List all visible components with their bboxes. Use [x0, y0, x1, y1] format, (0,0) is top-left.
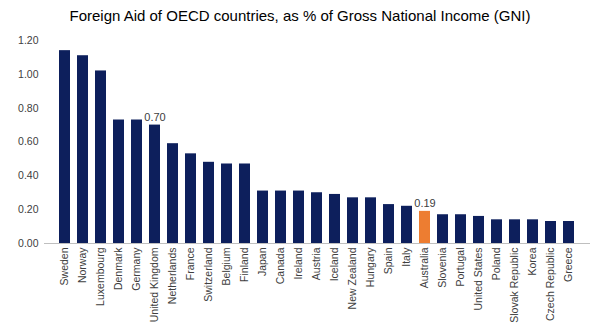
html-text:Foreign Aid of OECD countries,: Foreign Aid of OECD countries, as % of G…	[69, 7, 531, 24]
svg-text:Australia: Australia	[418, 247, 430, 288]
svg-text:Austria: Austria	[310, 247, 322, 280]
svg-text:Greece: Greece	[562, 247, 574, 282]
svg-text:0.60: 0.60	[18, 135, 39, 147]
svg-text:0.20: 0.20	[18, 203, 39, 215]
svg-text:Iceland: Iceland	[328, 247, 340, 281]
svg-text:Hungary: Hungary	[364, 247, 376, 287]
svg-text:Norway: Norway	[76, 247, 88, 283]
svg-text:1.00: 1.00	[18, 68, 39, 80]
svg-text:Luxembourg: Luxembourg	[94, 247, 106, 306]
svg-text:1.20: 1.20	[18, 34, 39, 46]
svg-text:New Zealand: New Zealand	[346, 247, 358, 309]
svg-text:Denmark: Denmark	[112, 247, 124, 290]
svg-text:Sweden: Sweden	[58, 247, 70, 285]
svg-text:Germany: Germany	[130, 247, 142, 291]
svg-text:Slovenia: Slovenia	[436, 247, 448, 287]
svg-text:0.80: 0.80	[18, 102, 39, 114]
svg-text:Finland: Finland	[238, 247, 250, 282]
svg-text:Switzerland: Switzerland	[202, 247, 214, 301]
svg-text:Japan: Japan	[256, 247, 268, 276]
svg-text:Poland: Poland	[490, 247, 502, 280]
svg-text:0.70: 0.70	[144, 111, 165, 123]
svg-text:Canada: Canada	[274, 247, 286, 284]
svg-text:Czech Republic: Czech Republic	[544, 248, 556, 322]
svg-text:Spain: Spain	[382, 247, 394, 274]
svg-text:0.00: 0.00	[18, 237, 39, 249]
svg-text:Belgium: Belgium	[220, 247, 232, 285]
svg-text:Portugal: Portugal	[454, 248, 466, 287]
svg-text:United States: United States	[472, 248, 484, 311]
svg-text:Korea: Korea	[526, 247, 538, 275]
svg-text:Italy: Italy	[400, 247, 412, 267]
svg-text:France: France	[184, 247, 196, 280]
svg-text:0.19: 0.19	[414, 197, 435, 209]
svg-text:0.40: 0.40	[18, 169, 39, 181]
svg-text:Slovak Republic: Slovak Republic	[508, 248, 520, 323]
svg-text:Ireland: Ireland	[292, 247, 304, 279]
svg-text:Netherlands: Netherlands	[166, 248, 178, 305]
svg-text:United Kingdom: United Kingdom	[148, 247, 160, 322]
